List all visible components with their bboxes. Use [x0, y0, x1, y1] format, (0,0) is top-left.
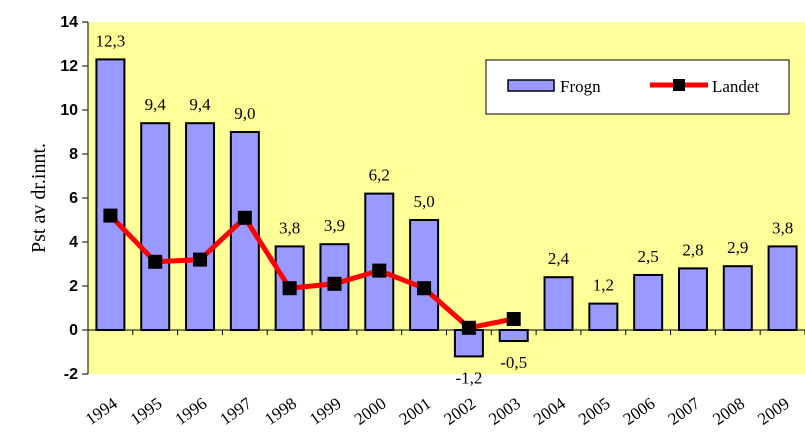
data-label-frogn-1999: 3,9	[324, 216, 345, 235]
bar-frogn-2008	[722, 265, 753, 332]
marker-landet-1995	[148, 254, 163, 269]
y-tick-label: 6	[69, 190, 78, 207]
bar-frogn-2001	[409, 219, 440, 331]
bar-frogn-1994	[95, 58, 126, 332]
legend-frogn-swatch	[507, 79, 555, 92]
y-tick-label: 10	[60, 102, 78, 119]
bar-frogn-2009	[767, 245, 798, 331]
bar-frogn-2005	[588, 302, 619, 332]
bar-frogn-2007	[677, 267, 708, 331]
x-tick-label: 2008	[709, 394, 748, 429]
y-axis-label: Pst av dr.innt.	[28, 143, 50, 253]
marker-landet-2000	[372, 263, 387, 278]
x-tick-label: 2002	[440, 394, 479, 429]
x-tick-label: 2006	[620, 394, 659, 429]
y-tick-label: 14	[60, 14, 78, 31]
y-tick-label: 4	[69, 234, 78, 251]
data-label-frogn-2006: 2,5	[638, 247, 659, 266]
x-tick-label: 2009	[754, 394, 793, 429]
data-label-frogn-1994: 12,3	[96, 31, 126, 50]
y-tick-label: 2	[69, 278, 78, 295]
bar-frogn-2006	[633, 274, 664, 331]
marker-landet-1997	[237, 210, 252, 225]
x-tick-label: 2005	[575, 394, 614, 429]
marker-landet-1996	[193, 252, 208, 267]
bar-frogn-2003	[498, 329, 529, 342]
data-label-frogn-1996: 9,4	[189, 95, 211, 114]
marker-landet-2003	[506, 312, 521, 326]
y-tick-label: 0	[69, 322, 78, 339]
data-label-frogn-2008: 2,9	[727, 238, 748, 257]
marker-landet-1998	[282, 281, 297, 296]
marker-landet-2002	[461, 320, 476, 335]
y-tick-label: 12	[60, 58, 78, 75]
x-tick-label: 1998	[261, 394, 300, 429]
data-label-frogn-2005: 1,2	[593, 276, 614, 295]
marker-landet-1999	[327, 276, 342, 291]
x-tick-label: 1996	[172, 394, 211, 429]
data-label-frogn-2009: 3,8	[772, 218, 793, 237]
bar-frogn-2002	[453, 329, 484, 358]
x-tick-label: 2003	[485, 394, 524, 429]
x-tick-label: 1999	[306, 394, 345, 429]
x-tick-label: 1995	[127, 394, 166, 429]
bar-frogn-1996	[185, 122, 216, 331]
x-tick-label: 2004	[530, 393, 569, 428]
y-tick-label: -2	[64, 366, 78, 383]
data-label-frogn-1995: 9,4	[145, 95, 167, 114]
data-label-frogn-2003: -0,5	[500, 353, 527, 372]
line-landet	[108, 213, 515, 331]
data-label-frogn-2007: 2,8	[682, 240, 703, 259]
x-tick-label: 2007	[665, 393, 704, 428]
x-tick-label: 1997	[216, 393, 255, 428]
x-tick-label: 1994	[82, 393, 121, 428]
data-label-frogn-2001: 5,0	[413, 192, 434, 211]
bar-frogn-1995	[140, 122, 171, 331]
x-tick-label: 2000	[351, 394, 390, 429]
legend: Frogn Landet	[485, 59, 790, 115]
legend-landet-marker	[673, 79, 685, 91]
data-label-frogn-2000: 6,2	[369, 166, 390, 185]
data-label-frogn-1997: 9,0	[234, 104, 255, 123]
x-tick-label: 2001	[396, 394, 435, 429]
marker-landet-1994	[103, 208, 118, 223]
y-tick-label: 8	[69, 146, 78, 163]
legend-landet-label: Landet	[712, 77, 759, 96]
data-label-frogn-2004: 2,4	[548, 249, 570, 268]
bar-frogn-2004	[543, 276, 574, 332]
data-label-frogn-2002: -1,2	[455, 368, 482, 387]
marker-landet-2001	[417, 281, 432, 296]
legend-frogn-label: Frogn	[560, 77, 601, 96]
data-label-frogn-1998: 3,8	[279, 218, 300, 237]
bar-frogn-2000	[364, 192, 395, 331]
